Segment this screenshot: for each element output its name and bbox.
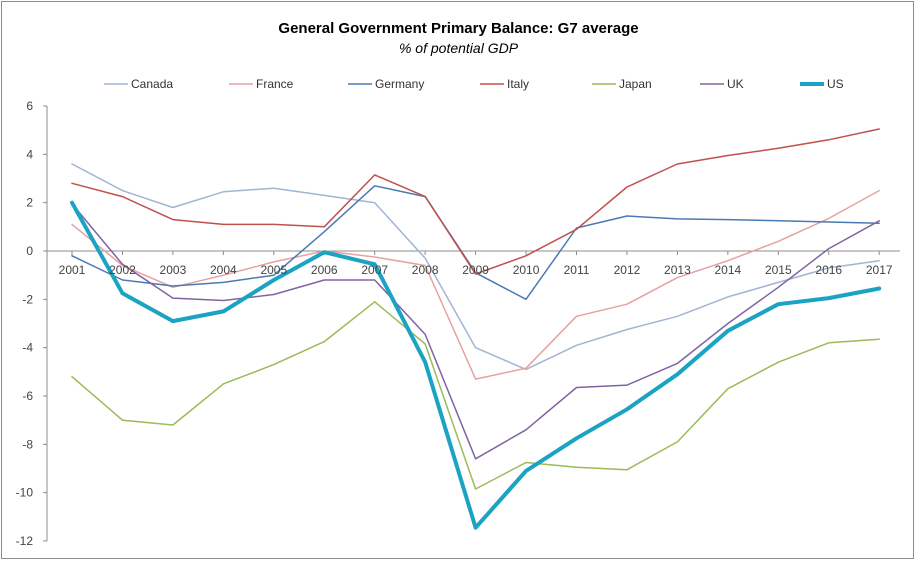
x-tick-label: 2010 bbox=[513, 263, 540, 277]
x-tick-label: 2006 bbox=[311, 263, 338, 277]
axes: 6 4 2 0 -2 -4 -6 -8 -10 -12 bbox=[16, 99, 900, 548]
series-line-uk bbox=[71, 203, 880, 460]
series-line-canada bbox=[71, 163, 880, 371]
series-line-italy bbox=[71, 128, 880, 275]
x-tick-label: 2012 bbox=[614, 263, 641, 277]
chart-subtitle: % of potential GDP bbox=[398, 40, 519, 56]
y-tick-label: -6 bbox=[22, 389, 33, 403]
series-line-japan bbox=[71, 301, 880, 490]
x-tick-label: 2005 bbox=[260, 263, 287, 277]
y-tick-label: -8 bbox=[22, 437, 33, 451]
y-tick-label: 0 bbox=[26, 244, 33, 258]
legend-label-germany: Germany bbox=[375, 77, 424, 91]
x-tick-label: 2013 bbox=[664, 263, 691, 277]
y-tick-label: -4 bbox=[22, 341, 33, 355]
legend-label-uk: UK bbox=[727, 77, 744, 91]
legend-label-us: US bbox=[827, 77, 844, 91]
series-line-france bbox=[71, 189, 880, 380]
series-line-us bbox=[70, 200, 882, 530]
x-tick-label: 2015 bbox=[765, 263, 792, 277]
x-tick-label: 2007 bbox=[361, 263, 388, 277]
x-tick-label: 2011 bbox=[564, 263, 590, 277]
x-tick-label: 2002 bbox=[109, 263, 136, 277]
y-tick-label: -2 bbox=[22, 292, 33, 306]
y-tick-label: 6 bbox=[26, 99, 33, 113]
legend-label-france: France bbox=[256, 77, 294, 91]
x-tick-label: 2003 bbox=[160, 263, 187, 277]
chart-title: General Government Primary Balance: G7 a… bbox=[278, 20, 639, 37]
series-lines bbox=[70, 128, 882, 530]
x-tick-label: 2014 bbox=[714, 263, 741, 277]
x-tick-label: 2004 bbox=[210, 263, 237, 277]
x-tick-label: 2016 bbox=[815, 263, 842, 277]
y-tick-label: -10 bbox=[16, 486, 34, 500]
y-tick-label: 2 bbox=[26, 196, 33, 210]
legend-label-canada: Canada bbox=[131, 77, 173, 91]
x-tick-label: 2001 bbox=[59, 263, 86, 277]
x-tick-label: 2017 bbox=[866, 263, 893, 277]
x-tick-labels: 2001 2002 2003 2004 2005 2006 2007 2008 2009 2010… bbox=[59, 263, 893, 277]
legend-label-japan: Japan bbox=[619, 77, 652, 91]
x-tick-label: 2009 bbox=[462, 263, 489, 277]
x-tick-label: 2008 bbox=[412, 263, 439, 277]
y-tick-label: -12 bbox=[16, 534, 34, 548]
legend: Canada France Germany Italy Japan UK US bbox=[104, 77, 844, 91]
legend-label-italy: Italy bbox=[507, 77, 529, 91]
y-tick-label: 4 bbox=[26, 147, 33, 161]
